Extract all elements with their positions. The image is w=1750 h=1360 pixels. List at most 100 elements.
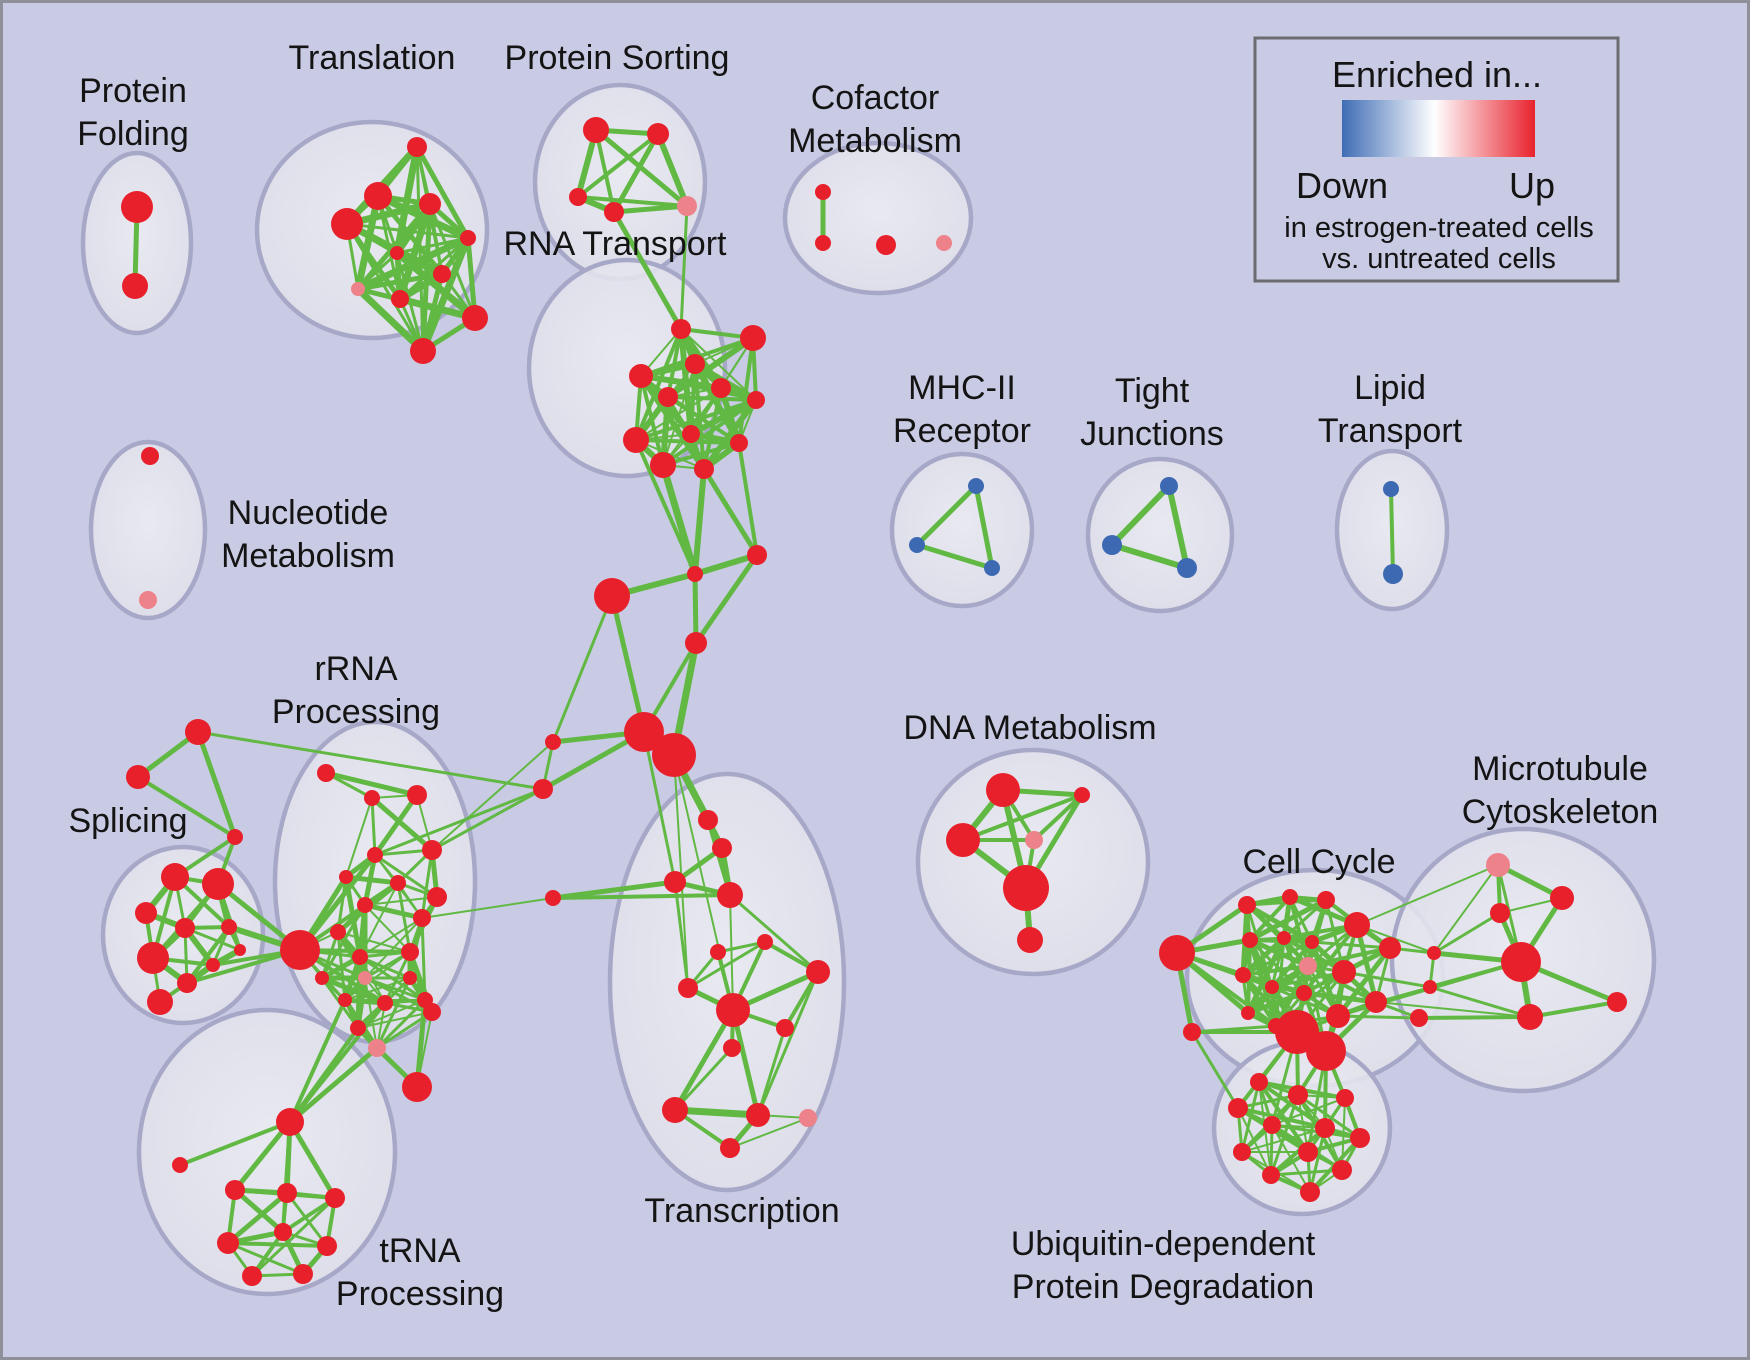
node-dna_metabolism-2[interactable] [946,823,980,857]
node-rna_transport-0[interactable] [671,319,691,339]
node-connectors-10[interactable] [227,829,243,845]
node-transcription-7[interactable] [806,960,830,984]
node-cell_cycle-17[interactable] [1326,1004,1350,1028]
node-dna_metabolism-3[interactable] [1025,831,1043,849]
node-rrna_processing-4[interactable] [422,840,442,860]
node-cell_cycle-20[interactable] [1306,1031,1346,1071]
node-rrna_processing-9[interactable] [413,909,431,927]
node-protein_sorting-1[interactable] [647,123,669,145]
node-microtubule_cytoskeleton-0[interactable] [1486,853,1510,877]
node-microtubule_cytoskeleton-5[interactable] [1607,992,1627,1012]
node-ubiquitin_degradation-9[interactable] [1262,1166,1280,1184]
node-rna_transport-5[interactable] [711,378,731,398]
node-transcription-11[interactable] [723,1039,741,1057]
node-transcription-15[interactable] [720,1138,740,1158]
node-rna_transport-11[interactable] [694,459,714,479]
node-dna_metabolism-5[interactable] [1017,927,1043,953]
node-rrna_processing-20[interactable] [350,1020,366,1036]
node-cofactor_metabolism-1[interactable] [815,235,831,251]
node-trna_processing-2[interactable] [225,1180,245,1200]
node-ubiquitin_degradation-0[interactable] [1250,1073,1268,1091]
node-cell_cycle-21[interactable] [1427,946,1441,960]
node-rrna_processing-6[interactable] [390,875,406,891]
node-cofactor_metabolism-2[interactable] [876,235,896,255]
node-rrna_processing-23[interactable] [402,1072,432,1102]
node-translation-4[interactable] [460,230,476,246]
node-cell_cycle-15[interactable] [1241,1006,1255,1020]
node-rrna_processing-5[interactable] [339,870,353,884]
node-microtubule_cytoskeleton-1[interactable] [1550,886,1574,910]
node-dna_metabolism-0[interactable] [986,773,1020,807]
node-cell_cycle-22[interactable] [1423,980,1437,994]
node-rna_transport-3[interactable] [629,364,653,388]
node-rrna_processing-14[interactable] [315,971,329,985]
node-transcription-9[interactable] [716,993,750,1027]
node-rrna_processing-7[interactable] [427,887,447,907]
node-transcription-0[interactable] [698,810,718,830]
node-splicing-7[interactable] [147,989,173,1015]
node-translation-0[interactable] [407,137,427,157]
node-transcription-12[interactable] [662,1097,688,1123]
node-rrna_processing-13[interactable] [401,943,419,961]
node-rrna_processing-3[interactable] [367,847,383,863]
node-rrna_processing-15[interactable] [358,971,372,985]
node-cell_cycle-4[interactable] [1317,891,1335,909]
node-protein_sorting-2[interactable] [569,188,587,206]
node-translation-7[interactable] [351,282,365,296]
node-connectors-5[interactable] [652,733,696,777]
node-transcription-4[interactable] [545,890,561,906]
node-ubiquitin_degradation-5[interactable] [1315,1118,1335,1138]
node-connectors-8[interactable] [185,719,211,745]
node-splicing-2[interactable] [135,902,157,924]
node-tight_junctions-0[interactable] [1160,477,1178,495]
node-dna_metabolism-1[interactable] [1074,787,1090,803]
node-ubiquitin_degradation-6[interactable] [1350,1128,1370,1148]
node-transcription-1[interactable] [712,838,732,858]
node-protein_sorting-3[interactable] [604,202,624,222]
node-transcription-10[interactable] [776,1019,794,1037]
node-rrna_processing-10[interactable] [280,930,320,970]
node-translation-3[interactable] [419,193,441,215]
node-splicing-9[interactable] [234,944,246,956]
node-trna_processing-7[interactable] [242,1266,262,1286]
node-microtubule_cytoskeleton-2[interactable] [1490,903,1510,923]
node-transcription-3[interactable] [717,882,743,908]
node-transcription-8[interactable] [678,978,698,998]
node-translation-6[interactable] [433,265,451,283]
node-cell_cycle-14[interactable] [1296,985,1312,1001]
node-nucleotide_metabolism-1[interactable] [139,591,157,609]
node-translation-8[interactable] [391,290,409,308]
node-trna_processing-0[interactable] [276,1108,304,1136]
node-ubiquitin_degradation-8[interactable] [1298,1142,1318,1162]
node-tight_junctions-2[interactable] [1177,558,1197,578]
node-splicing-0[interactable] [161,863,189,891]
node-nucleotide_metabolism-0[interactable] [141,447,159,465]
node-connectors-0[interactable] [687,566,703,582]
node-ubiquitin_degradation-10[interactable] [1332,1160,1352,1180]
node-connectors-1[interactable] [747,545,767,565]
node-cell_cycle-12[interactable] [1235,967,1251,983]
node-trna_processing-5[interactable] [217,1232,239,1254]
node-splicing-5[interactable] [137,942,169,974]
node-ubiquitin_degradation-4[interactable] [1263,1116,1281,1134]
node-rna_transport-7[interactable] [623,427,649,453]
node-mhc_ii_receptor-2[interactable] [984,560,1000,576]
node-splicing-8[interactable] [206,958,220,972]
node-rrna_processing-18[interactable] [377,995,393,1011]
node-rna_transport-9[interactable] [730,434,748,452]
node-ubiquitin_degradation-3[interactable] [1228,1098,1248,1118]
node-trna_processing-3[interactable] [277,1183,297,1203]
node-connectors-3[interactable] [685,632,707,654]
node-cell_cycle-1[interactable] [1183,1023,1201,1041]
node-splicing-6[interactable] [177,973,197,993]
node-cell_cycle-13[interactable] [1265,980,1279,994]
node-splicing-3[interactable] [175,918,195,938]
node-rrna_processing-2[interactable] [407,785,427,805]
node-splicing-1[interactable] [202,868,234,900]
node-rna_transport-2[interactable] [685,354,705,374]
node-connectors-7[interactable] [533,779,553,799]
node-protein_sorting-0[interactable] [583,117,609,143]
node-rrna_processing-0[interactable] [317,764,335,782]
node-cell_cycle-5[interactable] [1344,912,1370,938]
node-transcription-6[interactable] [757,934,773,950]
